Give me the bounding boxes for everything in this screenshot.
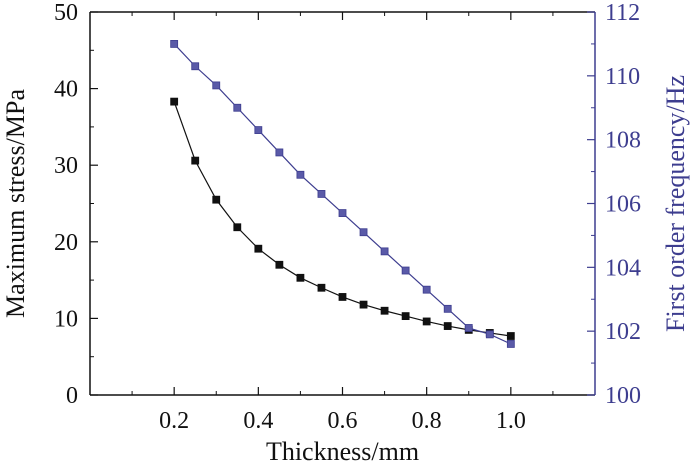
- x-tick-label: 0.6: [328, 408, 358, 434]
- data-point: [254, 244, 263, 253]
- data-point: [296, 273, 305, 282]
- data-point: [275, 260, 284, 269]
- left-y-tick-label: 40: [54, 77, 78, 103]
- left-y-tick-label: 0: [66, 383, 78, 409]
- x-tick-label: 0.2: [159, 408, 189, 434]
- data-point: [296, 170, 305, 179]
- left-y-tick-label: 30: [54, 153, 78, 179]
- data-point: [233, 103, 242, 112]
- data-point: [506, 332, 515, 340]
- x-tick-label: 0.8: [412, 408, 442, 434]
- data-point: [170, 97, 179, 106]
- x-tick-label: 1.0: [496, 408, 526, 434]
- data-point: [380, 247, 389, 256]
- data-point: [422, 285, 431, 294]
- right-y-tick-label: 100: [605, 383, 641, 409]
- left-y-tick-label: 10: [54, 306, 78, 332]
- right-y-axis-title: First order frequency/Hz: [661, 75, 690, 332]
- left-y-axis-title: Maximum stress/MPa: [1, 89, 30, 318]
- data-point: [443, 304, 452, 313]
- data-point: [338, 293, 347, 301]
- frequency-series: [170, 40, 515, 348]
- left-y-tick-label: 20: [54, 230, 78, 256]
- data-point: [338, 209, 347, 217]
- x-tick-label: 0.4: [243, 408, 273, 434]
- data-point: [317, 190, 326, 198]
- right-y-tick-label: 108: [605, 128, 641, 154]
- data-point: [422, 317, 431, 326]
- data-point: [506, 340, 515, 348]
- data-point: [380, 306, 389, 315]
- axes: 0.2 0.4 0.6 0.8 1.0 0 10 20 30 40 50 100 102 104 106 10…: [54, 0, 641, 434]
- right-y-tick-label: 102: [605, 319, 641, 345]
- data-point: [443, 322, 452, 330]
- left-y-tick-label: 50: [54, 0, 78, 26]
- right-y-tick-label: 110: [605, 64, 640, 90]
- data-point: [275, 148, 284, 157]
- data-point: [191, 62, 200, 71]
- data-point: [464, 324, 473, 332]
- data-point: [191, 156, 200, 165]
- right-y-tick-label: 104: [605, 255, 641, 281]
- right-y-tick-label: 106: [605, 192, 641, 218]
- series-layer: [170, 40, 515, 348]
- data-point: [317, 283, 326, 292]
- data-point: [170, 40, 179, 48]
- stress-series: [170, 97, 515, 340]
- data-point: [401, 266, 410, 275]
- data-point: [233, 223, 242, 232]
- data-point: [485, 330, 494, 339]
- data-point: [359, 300, 368, 309]
- right-y-tick-label: 112: [605, 0, 640, 26]
- data-point: [212, 195, 221, 204]
- data-point: [359, 228, 368, 237]
- x-axis-title: Thickness/mm: [266, 437, 419, 466]
- series-line: [173, 101, 511, 337]
- data-point: [212, 81, 221, 90]
- data-point: [254, 126, 263, 134]
- data-point: [401, 312, 410, 321]
